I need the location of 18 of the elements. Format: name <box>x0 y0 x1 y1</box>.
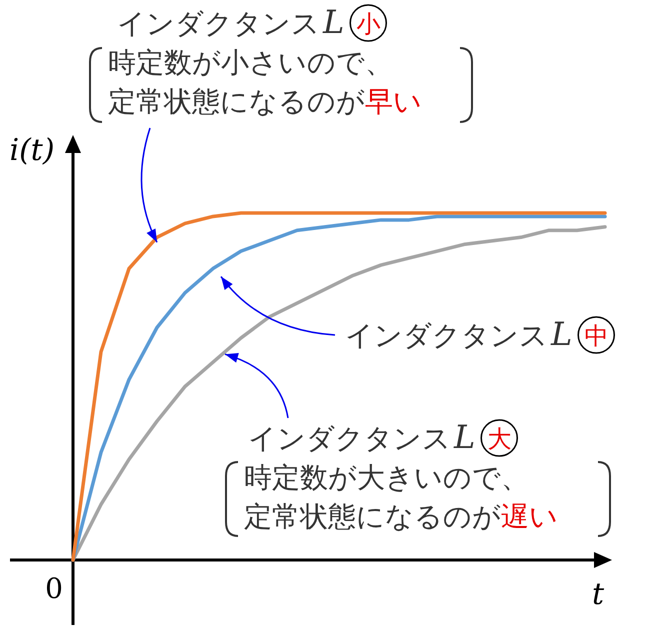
x-axis-title: t <box>592 577 605 612</box>
text: 0 <box>45 572 63 605</box>
text: 小 <box>356 10 380 38</box>
annotation: 中 <box>584 322 608 350</box>
annotation: 大 <box>487 425 512 453</box>
y-axis-title: i(t) <box>9 133 55 168</box>
text: L <box>322 3 344 41</box>
annotation: 時定数が大きいので、 <box>244 461 529 494</box>
text: 早い <box>365 85 422 118</box>
text: 定常状態になるのが <box>108 85 365 118</box>
annotation: L <box>453 418 476 456</box>
text: インダクタンス <box>117 7 320 40</box>
annotation: インダクタンス <box>248 422 451 455</box>
annotation: インダクタンス <box>345 319 548 352</box>
annotation: 定常状態になるのが <box>244 500 501 533</box>
annotation: 遅い <box>501 500 558 533</box>
text: 時定数が小さいので、 <box>108 46 393 79</box>
annotation: L <box>550 315 572 353</box>
